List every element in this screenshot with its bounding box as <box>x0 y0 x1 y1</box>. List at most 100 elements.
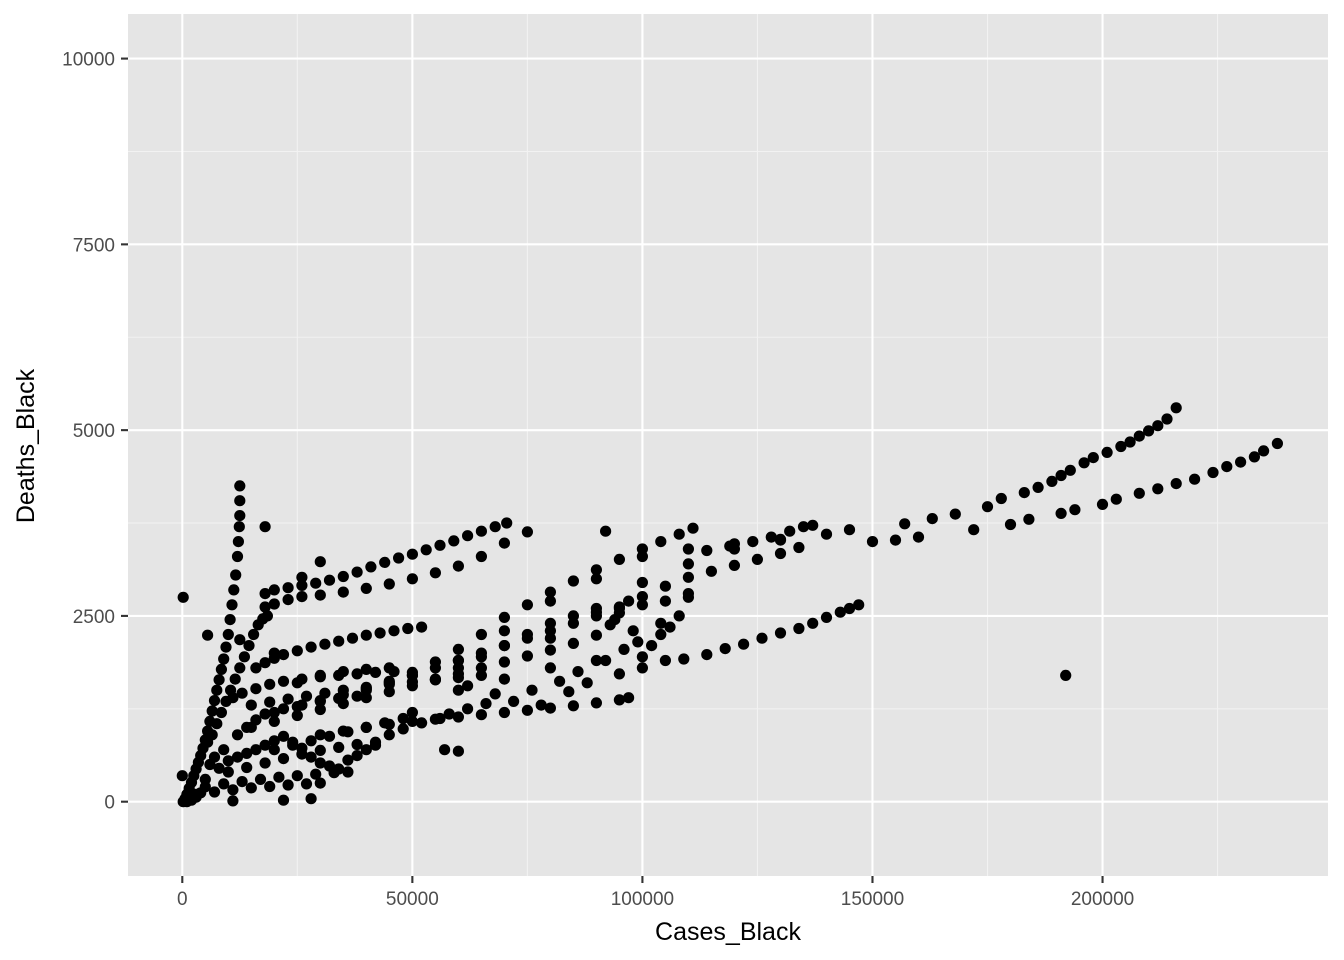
data-point <box>176 770 188 782</box>
data-point <box>264 696 276 708</box>
data-point <box>452 745 464 757</box>
data-point <box>277 703 290 715</box>
data-point <box>429 673 441 685</box>
data-point <box>687 522 699 534</box>
data-point <box>554 675 566 687</box>
data-point <box>397 723 409 735</box>
data-point <box>1032 481 1044 493</box>
data-point <box>498 625 510 637</box>
data-point <box>521 526 534 538</box>
data-point <box>747 536 759 548</box>
data-points <box>176 402 1283 808</box>
data-point <box>807 519 819 531</box>
data-point <box>406 680 418 692</box>
data-point <box>351 750 363 762</box>
data-point <box>282 693 294 705</box>
data-point <box>544 586 557 598</box>
data-point <box>673 610 685 622</box>
data-point <box>305 735 317 747</box>
data-point <box>259 657 271 669</box>
data-point <box>268 735 280 747</box>
data-point <box>369 739 382 751</box>
data-point <box>224 614 236 626</box>
data-point <box>314 669 326 682</box>
data-point <box>351 668 363 680</box>
data-point <box>402 622 414 635</box>
data-point <box>222 628 234 641</box>
data-point <box>498 640 510 652</box>
data-point <box>475 662 487 674</box>
data-point <box>218 744 230 756</box>
data-point <box>234 480 246 492</box>
data-point <box>590 697 603 709</box>
data-point <box>383 578 395 590</box>
data-point <box>475 628 487 641</box>
data-point <box>245 782 257 794</box>
data-point <box>609 614 621 626</box>
data-point <box>613 553 626 566</box>
data-point <box>590 573 603 585</box>
data-point <box>264 678 276 690</box>
data-point <box>277 730 290 742</box>
data-point <box>793 541 805 554</box>
data-point <box>231 550 244 563</box>
data-point <box>1069 504 1081 516</box>
data-point <box>222 766 234 778</box>
data-point <box>397 712 409 725</box>
data-point <box>227 795 239 807</box>
data-point <box>211 684 223 696</box>
data-point <box>682 571 695 583</box>
data-point <box>751 553 764 566</box>
data-point <box>1064 464 1076 476</box>
data-point <box>241 761 253 774</box>
data-point <box>581 677 593 689</box>
data-point <box>351 738 363 751</box>
data-point <box>291 709 303 722</box>
data-point <box>1046 475 1058 487</box>
data-point <box>1248 451 1260 463</box>
y-tick-label: 0 <box>104 793 115 814</box>
data-point <box>475 550 487 563</box>
data-point <box>452 711 464 723</box>
data-point <box>774 547 787 560</box>
data-point <box>261 610 273 622</box>
data-point <box>305 751 317 763</box>
data-point <box>807 617 819 629</box>
data-point <box>208 695 221 707</box>
data-point <box>259 739 271 751</box>
data-point <box>360 744 372 756</box>
data-point <box>383 686 395 698</box>
data-point <box>296 579 308 592</box>
data-point <box>981 501 994 513</box>
data-point <box>728 543 741 555</box>
data-point <box>673 528 685 540</box>
data-point <box>333 692 345 705</box>
data-point <box>379 556 391 569</box>
data-point <box>342 754 354 766</box>
data-point <box>590 564 603 576</box>
data-point <box>756 632 768 644</box>
minor-gridlines <box>128 14 1328 876</box>
data-point <box>337 666 349 678</box>
data-point <box>1018 487 1030 499</box>
data-point <box>1087 452 1099 464</box>
x-tick-label: 0 <box>177 889 188 910</box>
data-point <box>489 688 501 700</box>
data-point <box>636 576 649 589</box>
data-point <box>1110 493 1122 505</box>
data-point <box>623 595 635 607</box>
data-point <box>1133 430 1145 442</box>
data-point <box>314 729 326 741</box>
data-point <box>452 560 464 572</box>
data-point <box>655 617 667 629</box>
data-point <box>544 662 557 674</box>
data-point <box>238 651 250 663</box>
data-point <box>1096 498 1109 510</box>
data-point <box>300 690 313 702</box>
data-point <box>360 663 372 676</box>
data-point <box>738 638 750 650</box>
data-point <box>774 533 787 546</box>
data-point <box>613 694 626 706</box>
data-point <box>234 662 246 674</box>
data-point <box>1055 469 1067 482</box>
